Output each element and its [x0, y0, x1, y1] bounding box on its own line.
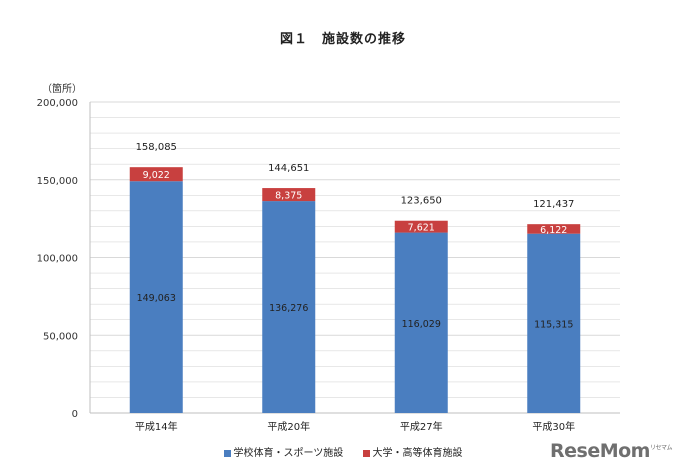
bar-school — [527, 233, 581, 413]
legend-item-university: 大学・高等体育施設 — [362, 444, 463, 459]
y-axis-unit-label: （箇所） — [42, 84, 82, 95]
data-label-university: 7,621 — [408, 223, 435, 234]
bar-school — [129, 181, 183, 413]
data-label-university: 6,122 — [540, 225, 567, 236]
x-tick-label: 平成14年 — [135, 420, 178, 433]
bar-university — [527, 224, 581, 234]
y-tick-label: 150,000 — [37, 176, 78, 187]
x-tick-label: 平成20年 — [267, 420, 310, 433]
y-tick-label: 100,000 — [37, 254, 78, 265]
bar-university — [262, 188, 316, 202]
bar-school — [262, 201, 316, 413]
legend-swatch-school — [223, 449, 231, 457]
bar-school — [394, 232, 448, 413]
y-tick-label: 0 — [72, 409, 78, 420]
legend-label-university: 大学・高等体育施設 — [372, 448, 463, 459]
bar-university — [394, 220, 448, 233]
data-label-university: 9,022 — [143, 170, 170, 181]
y-tick-label: 50,000 — [43, 331, 78, 342]
legend-label-school: 学校体育・スポーツ施設 — [233, 448, 344, 459]
legend-swatch-university — [362, 449, 370, 457]
chart-title: 図１ 施設数の推移 — [279, 32, 406, 47]
total-label: 121,437 — [533, 199, 574, 210]
data-label-school: 115,315 — [534, 319, 573, 330]
data-label-school: 116,029 — [402, 319, 441, 330]
total-label: 123,650 — [401, 196, 442, 207]
resemom-logo: ReseMomリセマム — [550, 440, 673, 462]
total-label: 158,085 — [136, 142, 177, 153]
data-label-university: 8,375 — [275, 191, 302, 202]
legend-item-school: 学校体育・スポーツ施設 — [223, 444, 344, 459]
stacked-bar-chart: 0 50,000 100,000 150,000 200,000 149,063 9,022… — [37, 98, 620, 433]
bar-university — [129, 167, 183, 182]
data-label-school: 149,063 — [137, 293, 176, 304]
x-tick-label: 平成30年 — [532, 420, 575, 433]
data-label-school: 136,276 — [269, 303, 308, 314]
total-label: 144,651 — [268, 163, 309, 174]
y-tick-label: 200,000 — [37, 98, 78, 109]
watermark-subtext: リセマム — [649, 444, 673, 452]
chart-legend: 学校体育・スポーツ施設 大学・高等体育施設 — [0, 444, 686, 459]
watermark-text: ReseMom — [550, 440, 650, 462]
x-tick-label: 平成27年 — [400, 420, 443, 433]
